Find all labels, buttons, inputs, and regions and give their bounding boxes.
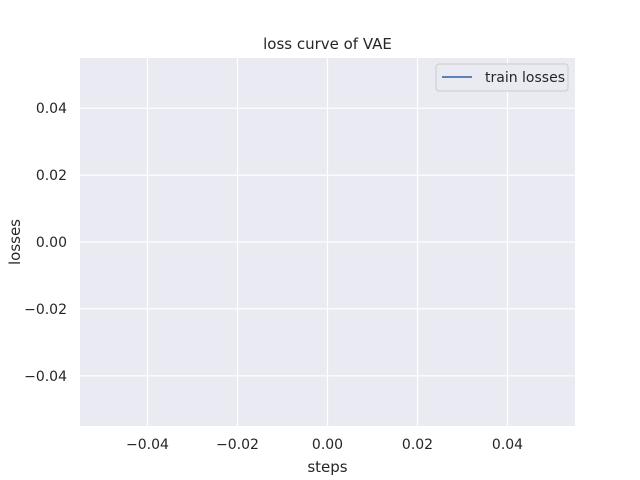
y-grid [80, 107, 575, 377]
x-tick-label: 0.02 [402, 437, 433, 453]
y-tick-label: 0.00 [36, 235, 67, 251]
legend-label-train-losses: train losses [485, 70, 565, 86]
y-tick-label: −0.04 [24, 369, 67, 385]
x-tick-labels: −0.04 −0.02 0.00 0.02 0.04 [126, 437, 523, 453]
legend-box [435, 63, 569, 92]
y-tick-labels: −0.04 −0.02 0.00 0.02 0.04 [24, 101, 67, 385]
y-axis-label: losses [6, 219, 24, 265]
y-tick-label: 0.04 [36, 101, 67, 117]
chart-title: loss curve of VAE [263, 35, 392, 53]
x-tick-label: 0.00 [312, 437, 343, 453]
x-axis-label: steps [307, 458, 347, 476]
x-tick-label: −0.02 [216, 437, 259, 453]
x-tick-label: 0.04 [492, 437, 523, 453]
x-tick-label: −0.04 [126, 437, 169, 453]
y-tick-label: 0.02 [36, 168, 67, 184]
legend: train losses [435, 63, 569, 92]
y-tick-label: −0.02 [24, 302, 67, 318]
